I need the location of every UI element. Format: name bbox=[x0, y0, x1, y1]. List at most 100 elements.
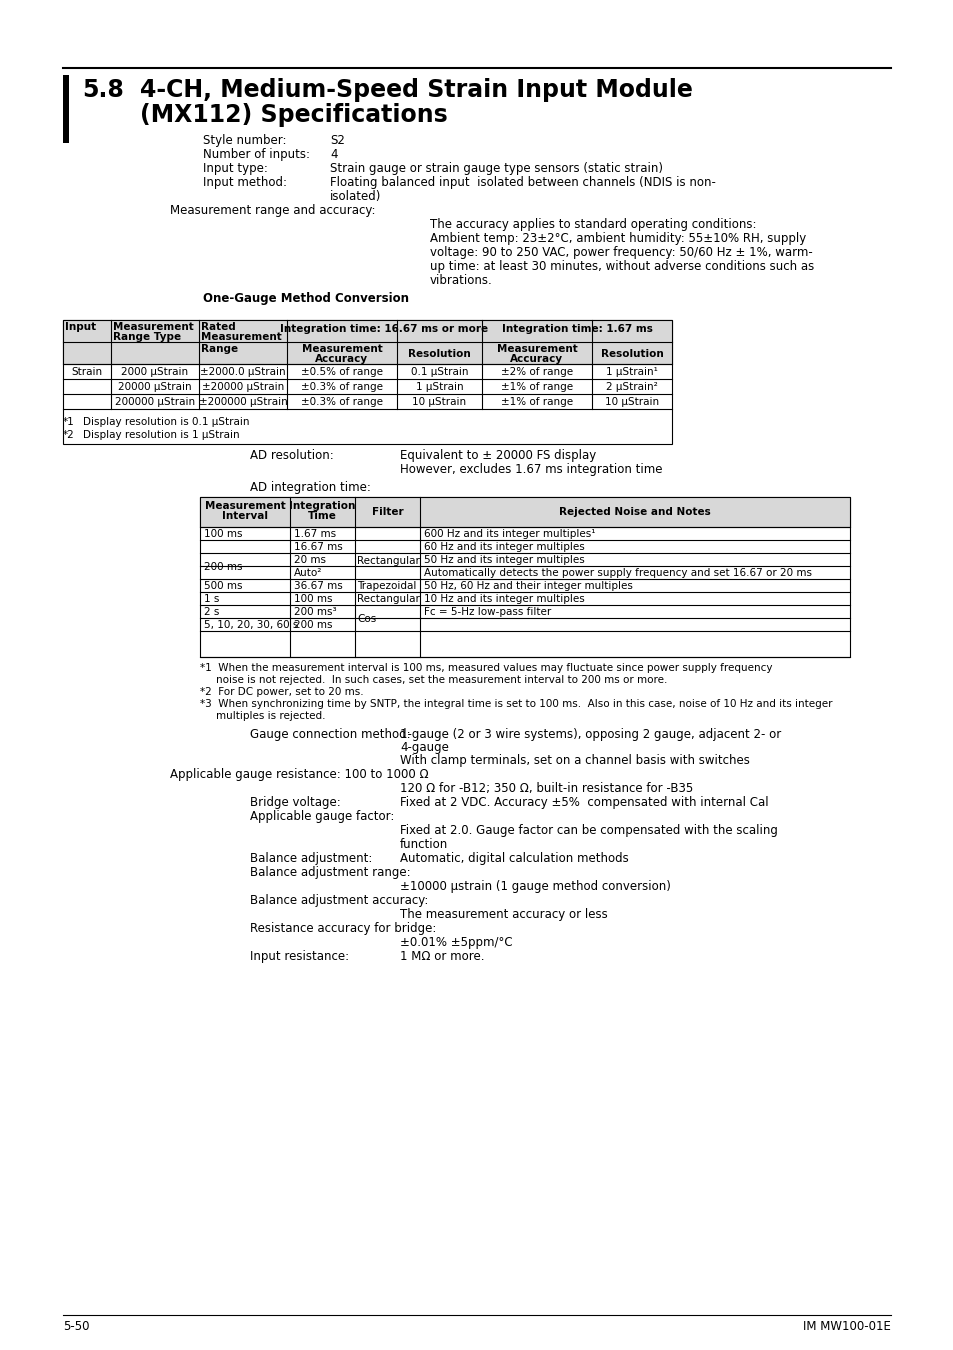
Text: ±2000.0 μStrain: ±2000.0 μStrain bbox=[200, 367, 286, 377]
Text: Interval: Interval bbox=[222, 512, 268, 521]
Text: 120 Ω for -B12; 350 Ω, built-in resistance for -B35: 120 Ω for -B12; 350 Ω, built-in resistan… bbox=[399, 782, 693, 795]
Text: ±200000 μStrain: ±200000 μStrain bbox=[198, 397, 287, 406]
Text: Automatically detects the power supply frequency and set 16.67 or 20 ms: Automatically detects the power supply f… bbox=[423, 568, 811, 578]
Text: 0.1 μStrain: 0.1 μStrain bbox=[411, 367, 468, 377]
Text: Measurement: Measurement bbox=[301, 344, 382, 354]
Bar bbox=[200, 497, 849, 657]
Text: 200 ms³: 200 ms³ bbox=[294, 608, 336, 617]
Text: function: function bbox=[399, 838, 448, 850]
Text: Display resolution is 0.1 μStrain: Display resolution is 0.1 μStrain bbox=[83, 417, 250, 427]
Text: 60 Hz and its integer multiples: 60 Hz and its integer multiples bbox=[423, 541, 584, 552]
Text: Strain: Strain bbox=[71, 367, 103, 377]
Text: 4: 4 bbox=[330, 148, 337, 161]
Text: Resolution: Resolution bbox=[408, 350, 471, 359]
Text: Balance adjustment range:: Balance adjustment range: bbox=[250, 865, 410, 879]
Text: One-Gauge Method Conversion: One-Gauge Method Conversion bbox=[203, 292, 409, 305]
Text: Accuracy: Accuracy bbox=[510, 354, 563, 364]
Text: Accuracy: Accuracy bbox=[315, 354, 368, 364]
Text: Applicable gauge resistance: 100 to 1000 Ω: Applicable gauge resistance: 100 to 1000… bbox=[170, 768, 428, 782]
Text: AD resolution:: AD resolution: bbox=[250, 450, 334, 462]
Text: Style number:: Style number: bbox=[203, 134, 286, 147]
Bar bbox=[200, 497, 849, 526]
Text: IM MW100-01E: IM MW100-01E bbox=[802, 1320, 890, 1332]
Text: ±10000 μstrain (1 gauge method conversion): ±10000 μstrain (1 gauge method conversio… bbox=[399, 880, 670, 892]
Text: 200 ms: 200 ms bbox=[204, 562, 242, 572]
Text: Measurement range and accuracy:: Measurement range and accuracy: bbox=[170, 204, 375, 217]
Text: Automatic, digital calculation methods: Automatic, digital calculation methods bbox=[399, 852, 628, 865]
Text: 16.67 ms: 16.67 ms bbox=[294, 541, 342, 552]
Text: isolated): isolated) bbox=[330, 190, 381, 202]
Text: vibrations.: vibrations. bbox=[430, 274, 493, 288]
Text: 1 s: 1 s bbox=[204, 594, 219, 603]
Text: voltage: 90 to 250 VAC, power frequency: 50/60 Hz ± 1%, warm-: voltage: 90 to 250 VAC, power frequency:… bbox=[430, 246, 812, 259]
Text: Measurement: Measurement bbox=[497, 344, 577, 354]
Text: Integration: Integration bbox=[289, 501, 355, 512]
Text: ±1% of range: ±1% of range bbox=[500, 397, 573, 406]
Text: 10 Hz and its integer multiples: 10 Hz and its integer multiples bbox=[423, 594, 584, 603]
Text: Resistance accuracy for bridge:: Resistance accuracy for bridge: bbox=[250, 922, 436, 936]
Text: Time: Time bbox=[308, 512, 336, 521]
Text: 200 ms: 200 ms bbox=[294, 620, 333, 630]
Text: Measurement: Measurement bbox=[112, 323, 193, 332]
Text: Input type:: Input type: bbox=[203, 162, 268, 176]
Text: 1 μStrain¹: 1 μStrain¹ bbox=[605, 367, 658, 377]
Text: 2 μStrain²: 2 μStrain² bbox=[605, 382, 658, 391]
Text: 1 μStrain: 1 μStrain bbox=[416, 382, 463, 391]
Text: Cos: Cos bbox=[356, 614, 375, 624]
Text: 5.8: 5.8 bbox=[82, 78, 124, 103]
Text: noise is not rejected.  In such cases, set the measurement interval to 200 ms or: noise is not rejected. In such cases, se… bbox=[215, 675, 667, 684]
Text: 4-gauge: 4-gauge bbox=[399, 741, 449, 755]
Text: Balance adjustment:: Balance adjustment: bbox=[250, 852, 372, 865]
Text: 4-CH, Medium-Speed Strain Input Module: 4-CH, Medium-Speed Strain Input Module bbox=[140, 78, 692, 103]
Text: 500 ms: 500 ms bbox=[204, 580, 242, 591]
Text: up time: at least 30 minutes, without adverse conditions such as: up time: at least 30 minutes, without ad… bbox=[430, 261, 814, 273]
Text: 5, 10, 20, 30, 60 s: 5, 10, 20, 30, 60 s bbox=[204, 620, 298, 630]
Bar bbox=[63, 76, 69, 143]
Text: Fixed at 2.0. Gauge factor can be compensated with the scaling: Fixed at 2.0. Gauge factor can be compen… bbox=[399, 824, 777, 837]
Text: Applicable gauge factor:: Applicable gauge factor: bbox=[250, 810, 394, 824]
Text: Range: Range bbox=[201, 344, 238, 354]
Text: The accuracy applies to standard operating conditions:: The accuracy applies to standard operati… bbox=[430, 217, 756, 231]
Bar bbox=[63, 320, 671, 364]
Text: Fixed at 2 VDC. Accuracy ±5%  compensated with internal Cal: Fixed at 2 VDC. Accuracy ±5% compensated… bbox=[399, 796, 768, 809]
Text: 10 μStrain: 10 μStrain bbox=[604, 397, 659, 406]
Text: 2 s: 2 s bbox=[204, 608, 219, 617]
Text: *2: *2 bbox=[63, 431, 74, 440]
Text: ±20000 μStrain: ±20000 μStrain bbox=[202, 382, 284, 391]
Text: Gauge connection method:: Gauge connection method: bbox=[250, 728, 410, 741]
Text: The measurement accuracy or less: The measurement accuracy or less bbox=[399, 909, 607, 921]
Bar bbox=[63, 320, 671, 444]
Text: Rectangular: Rectangular bbox=[356, 594, 419, 603]
Text: Strain gauge or strain gauge type sensors (static strain): Strain gauge or strain gauge type sensor… bbox=[330, 162, 662, 176]
Text: 1-gauge (2 or 3 wire systems), opposing 2 gauge, adjacent 2- or: 1-gauge (2 or 3 wire systems), opposing … bbox=[399, 728, 781, 741]
Text: ±2% of range: ±2% of range bbox=[500, 367, 573, 377]
Text: 5-50: 5-50 bbox=[63, 1320, 90, 1332]
Text: 20 ms: 20 ms bbox=[294, 555, 326, 566]
Text: Rejected Noise and Notes: Rejected Noise and Notes bbox=[558, 508, 710, 517]
Text: Input method:: Input method: bbox=[203, 176, 287, 189]
Text: 2000 μStrain: 2000 μStrain bbox=[121, 367, 189, 377]
Text: Fc = 5-Hz low-pass filter: Fc = 5-Hz low-pass filter bbox=[423, 608, 551, 617]
Text: However, excludes 1.67 ms integration time: However, excludes 1.67 ms integration ti… bbox=[399, 463, 661, 477]
Text: Balance adjustment accuracy:: Balance adjustment accuracy: bbox=[250, 894, 428, 907]
Text: Rectangular: Rectangular bbox=[356, 555, 419, 566]
Text: Range Type: Range Type bbox=[112, 332, 181, 342]
Text: Resolution: Resolution bbox=[600, 350, 662, 359]
Text: 100 ms: 100 ms bbox=[294, 594, 333, 603]
Text: ±0.3% of range: ±0.3% of range bbox=[301, 382, 382, 391]
Text: 50 Hz and its integer multiples: 50 Hz and its integer multiples bbox=[423, 555, 584, 566]
Text: Bridge voltage:: Bridge voltage: bbox=[250, 796, 340, 809]
Text: 36.67 ms: 36.67 ms bbox=[294, 580, 342, 591]
Text: Rated: Rated bbox=[201, 323, 235, 332]
Text: 1 MΩ or more.: 1 MΩ or more. bbox=[399, 950, 484, 963]
Text: S2: S2 bbox=[330, 134, 345, 147]
Text: Floating balanced input  isolated between channels (NDIS is non-: Floating balanced input isolated between… bbox=[330, 176, 715, 189]
Text: 20000 μStrain: 20000 μStrain bbox=[118, 382, 192, 391]
Text: *1  When the measurement interval is 100 ms, measured values may fluctuate since: *1 When the measurement interval is 100 … bbox=[200, 663, 772, 674]
Text: Integration time: 1.67 ms: Integration time: 1.67 ms bbox=[501, 324, 652, 333]
Text: 100 ms: 100 ms bbox=[204, 529, 242, 539]
Text: 10 μStrain: 10 μStrain bbox=[412, 397, 466, 406]
Text: (MX112) Specifications: (MX112) Specifications bbox=[140, 103, 447, 127]
Text: 1.67 ms: 1.67 ms bbox=[294, 529, 335, 539]
Text: 600 Hz and its integer multiples¹: 600 Hz and its integer multiples¹ bbox=[423, 529, 595, 539]
